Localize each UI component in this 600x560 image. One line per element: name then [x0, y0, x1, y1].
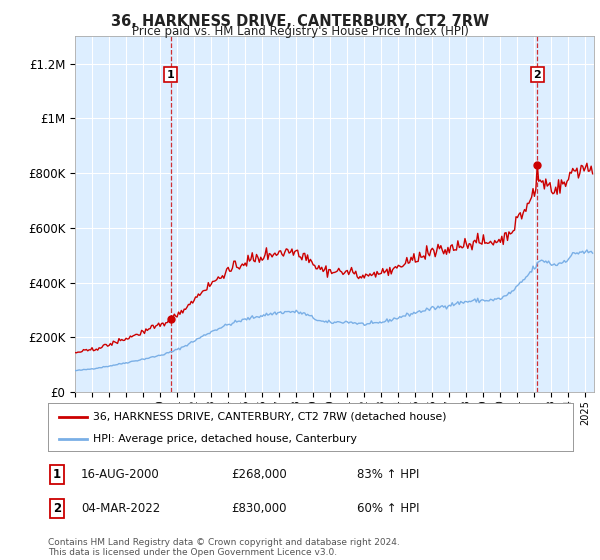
- Text: £830,000: £830,000: [231, 502, 287, 515]
- Text: 1: 1: [53, 468, 61, 481]
- Text: £268,000: £268,000: [231, 468, 287, 481]
- Text: 83% ↑ HPI: 83% ↑ HPI: [357, 468, 419, 481]
- Text: HPI: Average price, detached house, Canterbury: HPI: Average price, detached house, Cant…: [92, 434, 356, 444]
- Text: Price paid vs. HM Land Registry's House Price Index (HPI): Price paid vs. HM Land Registry's House …: [131, 25, 469, 38]
- Text: 36, HARKNESS DRIVE, CANTERBURY, CT2 7RW (detached house): 36, HARKNESS DRIVE, CANTERBURY, CT2 7RW …: [92, 412, 446, 422]
- Text: 16-AUG-2000: 16-AUG-2000: [81, 468, 160, 481]
- Text: 04-MAR-2022: 04-MAR-2022: [81, 502, 160, 515]
- Text: 2: 2: [53, 502, 61, 515]
- Text: 60% ↑ HPI: 60% ↑ HPI: [357, 502, 419, 515]
- Text: 1: 1: [167, 69, 175, 80]
- Text: Contains HM Land Registry data © Crown copyright and database right 2024.
This d: Contains HM Land Registry data © Crown c…: [48, 538, 400, 557]
- Text: 36, HARKNESS DRIVE, CANTERBURY, CT2 7RW: 36, HARKNESS DRIVE, CANTERBURY, CT2 7RW: [111, 14, 489, 29]
- Text: 2: 2: [533, 69, 541, 80]
